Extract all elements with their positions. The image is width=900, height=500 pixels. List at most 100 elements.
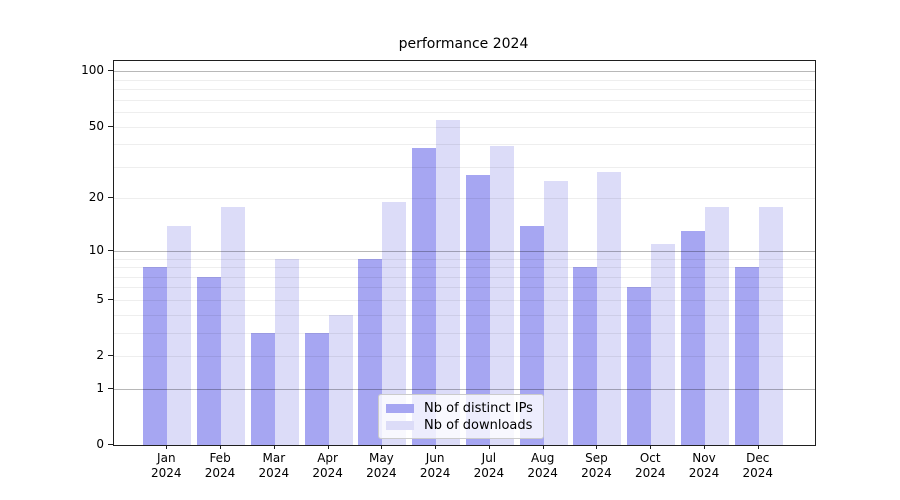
x-tick-year: 2024: [581, 466, 612, 480]
downloads-bar-oct: [651, 243, 676, 445]
minor-gridline: [114, 112, 815, 114]
minor-gridline: [114, 99, 815, 101]
x-tick-label: Dec 2024: [726, 451, 790, 481]
x-tick-month: Oct: [639, 451, 661, 465]
x-tick-label: Apr 2024: [296, 451, 360, 481]
chart-title: performance 2024: [398, 36, 529, 52]
y-tick-mark: [108, 125, 113, 127]
x-tick-label: Mar 2024: [242, 451, 306, 481]
minor-gridline: [114, 287, 815, 289]
major-gridline: [114, 71, 815, 73]
minor-gridline: [114, 276, 815, 278]
x-tick-month: Jul: [481, 451, 497, 465]
minor-gridline: [114, 299, 815, 301]
downloads-bar-apr: [328, 314, 353, 445]
y-tick-label: 5: [96, 291, 104, 306]
ips-bar-nov: [681, 231, 705, 445]
x-tick-label: Oct 2024: [618, 451, 682, 481]
x-tick-mark: [650, 445, 652, 449]
ips-bar-oct: [627, 287, 652, 445]
x-tick-mark: [381, 445, 383, 449]
x-tick-mark: [327, 445, 329, 449]
y-tick-mark: [108, 387, 113, 389]
ips-bar-mar: [250, 332, 275, 445]
downloads-bar-sep: [597, 172, 622, 445]
x-tick-mark: [273, 445, 275, 449]
x-tick-label: Jul 2024: [457, 451, 521, 481]
x-tick-label: Nov 2024: [672, 451, 736, 481]
ips-bar-feb: [197, 276, 222, 445]
y-tick-mark: [108, 249, 113, 251]
x-tick-month: Mar: [262, 451, 286, 465]
minor-gridline: [114, 126, 815, 128]
minor-gridline: [114, 314, 815, 316]
x-tick-month: Aug: [530, 451, 555, 465]
x-tick-label: Feb 2024: [188, 451, 252, 481]
x-tick-year: 2024: [312, 466, 343, 480]
x-tick-year: 2024: [419, 466, 451, 480]
y-tick-mark: [108, 197, 113, 199]
minor-gridline: [114, 198, 815, 200]
ips-bar-jan: [143, 267, 168, 445]
x-tick-mark: [704, 445, 705, 449]
downloads-bar-jun: [436, 120, 461, 445]
y-tick-label: 0: [96, 437, 104, 451]
minor-gridline: [114, 332, 815, 334]
x-tick-month: May: [368, 451, 394, 465]
x-tick-mark: [435, 445, 437, 449]
legend-swatch: [386, 421, 414, 430]
ips-bar-dec: [734, 267, 759, 445]
y-tick-label: 1: [96, 380, 104, 395]
x-tick-mark: [542, 445, 544, 449]
x-tick-year: 2024: [258, 466, 290, 480]
minor-gridline: [114, 144, 815, 146]
x-tick-label: May 2024: [349, 451, 413, 481]
downloads-bar-jan: [167, 225, 192, 445]
x-tick-mark: [757, 445, 759, 449]
y-tick-label: 100: [81, 63, 104, 78]
y-tick-mark: [108, 444, 113, 445]
x-tick-label: Jan 2024: [134, 451, 198, 481]
x-tick-month: Jan: [157, 451, 176, 465]
minor-gridline: [114, 258, 815, 260]
x-tick-mark: [488, 445, 490, 449]
legend-item: Nb of distinct IPs: [386, 400, 535, 417]
x-tick-year: 2024: [688, 466, 720, 480]
y-tick-label: 20: [88, 190, 104, 205]
downloads-bar-dec: [758, 206, 783, 445]
ips-bar-sep: [573, 267, 598, 445]
legend: Nb of distinct IPs Nb of downloads: [378, 394, 544, 439]
minor-gridline: [114, 356, 815, 358]
legend-item: Nb of downloads: [386, 417, 535, 434]
x-tick-month: Apr: [317, 451, 338, 465]
y-tick-mark: [108, 70, 113, 72]
x-tick-year: 2024: [151, 466, 182, 480]
legend-label: Nb of downloads: [424, 417, 533, 433]
x-tick-month: Feb: [209, 451, 231, 465]
x-tick-year: 2024: [742, 466, 774, 480]
y-tick-label: 10: [88, 242, 104, 257]
x-tick-year: 2024: [634, 466, 666, 480]
minor-gridline: [114, 267, 815, 269]
minor-gridline: [114, 89, 815, 91]
minor-gridline: [114, 79, 815, 81]
x-tick-mark: [596, 445, 598, 449]
x-tick-month: Nov: [692, 451, 716, 465]
x-tick-month: Sep: [585, 451, 608, 465]
downloads-bar-aug: [543, 181, 568, 445]
x-tick-mark: [166, 445, 168, 449]
x-tick-year: 2024: [473, 466, 505, 480]
y-tick-mark: [108, 298, 113, 300]
x-tick-month: Jun: [425, 451, 445, 465]
minor-gridline: [114, 166, 815, 168]
x-tick-mark: [220, 445, 222, 449]
major-gridline: [114, 250, 815, 252]
downloads-bar-feb: [221, 206, 246, 445]
y-tick-label: 50: [88, 118, 104, 133]
downloads-bar-mar: [274, 258, 299, 445]
legend-label: Nb of distinct IPs: [424, 400, 533, 416]
plot-area: [113, 60, 816, 446]
x-tick-label: Aug 2024: [511, 451, 575, 481]
x-tick-month: Dec: [746, 451, 770, 465]
